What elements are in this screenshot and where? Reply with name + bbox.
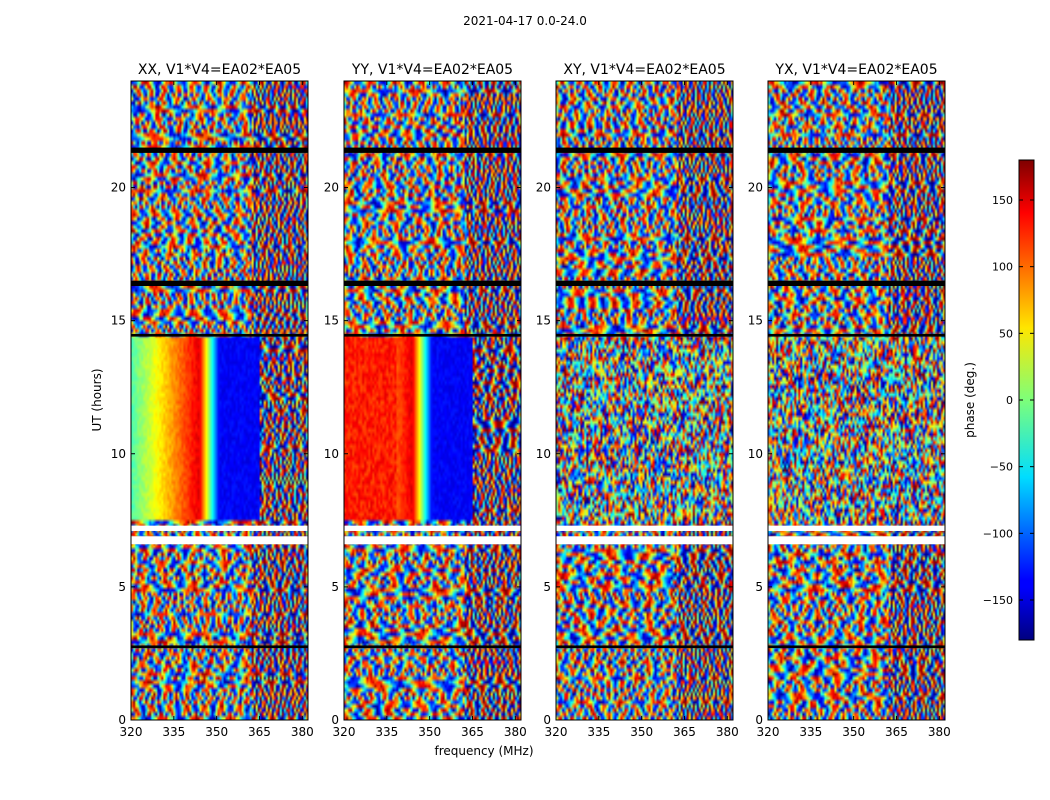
colorbar-tick-label: −150 [983, 594, 1013, 607]
colorbar-tick-label: 0 [1006, 394, 1013, 407]
x-tick-label: 320 [120, 725, 143, 739]
panel-title: XX, V1*V4=EA02*EA05 [138, 62, 301, 78]
y-axis-label: UT (hours) [90, 368, 104, 431]
data-gap [768, 536, 945, 545]
colorbar-label: phase (deg.) [963, 362, 977, 438]
y-tick-label: 20 [111, 181, 126, 195]
data-gap [131, 333, 308, 337]
x-tick-label: 335 [375, 725, 398, 739]
data-gap [131, 525, 308, 531]
data-gap [344, 280, 521, 287]
heatmap-cells [556, 81, 733, 720]
x-tick-label: 350 [842, 725, 865, 739]
data-gap [556, 536, 733, 545]
y-tick-label: 10 [324, 447, 339, 461]
plot-frame [130, 80, 309, 721]
y-tick-label: 20 [324, 181, 339, 195]
colorbar-tick-label: 50 [999, 327, 1013, 340]
y-tick-label: 10 [536, 447, 551, 461]
data-gap [344, 333, 521, 337]
data-gap [131, 280, 308, 287]
x-axis-label: frequency (MHz) [434, 744, 533, 758]
x-tick-label: 350 [205, 725, 228, 739]
data-gap [556, 333, 733, 337]
data-gap [344, 536, 521, 545]
x-tick-label: 380 [716, 725, 739, 739]
heatmap-cells [131, 81, 308, 720]
data-gap [131, 645, 308, 649]
plot-frame [343, 80, 522, 721]
y-tick-label: 15 [748, 314, 763, 328]
y-tick-label: 10 [748, 447, 763, 461]
y-tick-label: 5 [331, 580, 339, 594]
data-gap [768, 147, 945, 153]
plot-frame [767, 80, 946, 721]
y-tick-label: 0 [118, 713, 126, 727]
colorbar-tick-label: −100 [983, 527, 1013, 540]
data-gap [344, 525, 521, 531]
y-tick-label: 20 [748, 181, 763, 195]
data-gap [556, 645, 733, 649]
x-tick-label: 350 [418, 725, 441, 739]
data-gap [768, 525, 945, 531]
y-tick-label: 0 [755, 713, 763, 727]
figure-title: 2021-04-17 0.0-24.0 [463, 14, 587, 28]
heatmap-cells [344, 81, 521, 720]
panel-xx: XX, V1*V4=EA02*EA05 320 335 350 365 380 0 5 10 15… [111, 62, 314, 739]
y-tick-label: 0 [331, 713, 339, 727]
x-tick-label: 365 [248, 725, 271, 739]
panel-title: YX, V1*V4=EA02*EA05 [774, 62, 937, 78]
y-tick-label: 5 [118, 580, 126, 594]
x-tick-label: 320 [545, 725, 568, 739]
y-tick-label: 10 [111, 447, 126, 461]
colorbar: 150 100 50 0 −50 −100 −150 phase (deg.) [963, 159, 1035, 641]
x-tick-label: 350 [630, 725, 653, 739]
x-tick-label: 365 [673, 725, 696, 739]
x-tick-label: 380 [504, 725, 527, 739]
x-tick-label: 320 [757, 725, 780, 739]
x-tick-label: 335 [799, 725, 822, 739]
data-gap [768, 333, 945, 337]
panel-title: YY, V1*V4=EA02*EA05 [351, 62, 513, 78]
data-gap [131, 536, 308, 545]
x-tick-label: 335 [587, 725, 610, 739]
heatmap-cells [768, 81, 945, 720]
data-gap [556, 147, 733, 153]
panel-title: XY, V1*V4=EA02*EA05 [563, 62, 725, 78]
panel-yx: YX, V1*V4=EA02*EA05 320 335 350 365 380 0 5 10 15… [748, 62, 951, 739]
x-tick-label: 380 [291, 725, 314, 739]
x-tick-label: 365 [885, 725, 908, 739]
y-tick-label: 15 [324, 314, 339, 328]
y-tick-label: 15 [536, 314, 551, 328]
y-tick-label: 5 [755, 580, 763, 594]
x-tick-label: 335 [162, 725, 185, 739]
y-tick-label: 5 [543, 580, 551, 594]
data-gap [768, 645, 945, 649]
x-tick-label: 365 [461, 725, 484, 739]
data-gap [344, 645, 521, 649]
plot-frame [555, 80, 734, 721]
data-gap [768, 280, 945, 287]
x-tick-label: 320 [333, 725, 356, 739]
colorbar-tick-label: 100 [992, 261, 1013, 274]
panel-xy: XY, V1*V4=EA02*EA05 320 335 350 365 380 0 5 10 15… [536, 62, 739, 739]
data-gap [344, 147, 521, 153]
y-tick-label: 20 [536, 181, 551, 195]
x-tick-label: 380 [928, 725, 951, 739]
data-gap [556, 280, 733, 287]
colorbar-tick-label: −50 [990, 461, 1013, 474]
y-tick-label: 0 [543, 713, 551, 727]
data-gap [131, 147, 308, 153]
data-gap [556, 525, 733, 531]
y-tick-label: 15 [111, 314, 126, 328]
colorbar-tick-label: 150 [992, 194, 1013, 207]
panel-yy: YY, V1*V4=EA02*EA05 320 335 350 365 380 0 5 10 15… [324, 62, 527, 739]
